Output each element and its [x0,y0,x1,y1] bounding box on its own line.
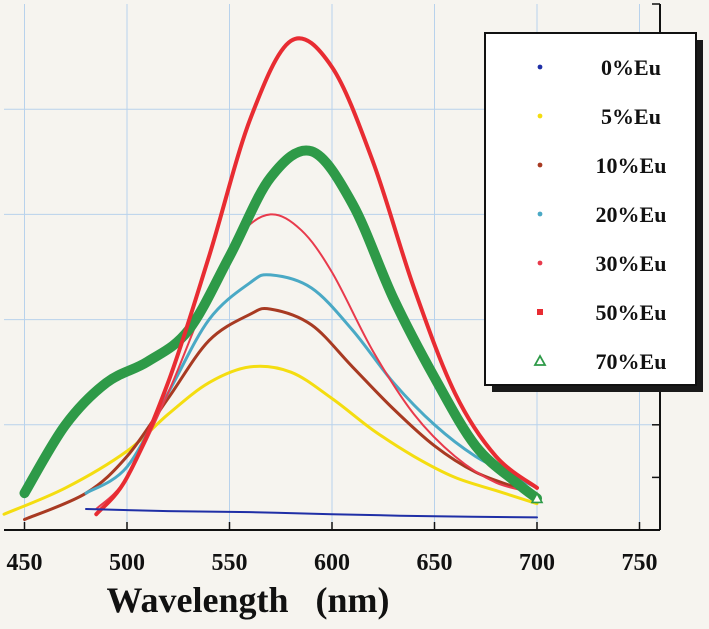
legend: 0%Eu 5%Eu 10%Eu 20%Eu 30%Eu 50%Eu 70%Eu [484,32,703,392]
legend-marker-70pct-eu [533,354,547,366]
x-tick-label: 550 [212,550,248,576]
legend-label-10pct-eu: 10%Eu [596,153,667,178]
legend-label-70pct-eu: 70%Eu [596,349,667,374]
x-tick-label: 500 [109,550,145,576]
legend-marker-50pct-eu [537,309,543,315]
legend-label-0pct-eu: 0%Eu [601,55,661,80]
legend-box [484,32,697,386]
series-line-5pct-eu [2,364,539,516]
legend-marker-30pct-eu [537,260,543,266]
legend-marker-20pct-eu [537,211,543,217]
legend-marker-10pct-eu [537,162,543,168]
x-tick-label: 650 [417,550,453,576]
x-axis-label: Wavelength (nm) [107,580,390,620]
series-line-0pct-eu [85,508,538,519]
legend-marker-0pct-eu [537,64,543,70]
legend-label-30pct-eu: 30%Eu [596,251,667,276]
legend-label-5pct-eu: 5%Eu [601,104,661,129]
series-line-30pct-eu [95,213,538,510]
series-line-70pct-eu [19,145,542,504]
series-line-10pct-eu [23,306,539,521]
legend-marker-5pct-eu [537,113,543,119]
x-tick-label: 450 [7,550,43,576]
x-tick-label: 700 [519,550,555,576]
legend-label-50pct-eu: 50%Eu [596,300,667,325]
series-layer [2,36,544,521]
legend-label-20pct-eu: 20%Eu [596,202,667,227]
x-tick-label: 750 [622,550,658,576]
series-line-50pct-eu [94,36,539,517]
series-end-marker [530,491,544,504]
x-tick-label: 600 [314,550,350,576]
